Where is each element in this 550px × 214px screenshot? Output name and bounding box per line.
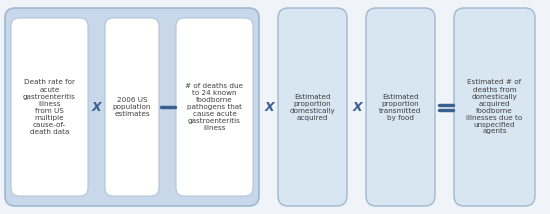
FancyBboxPatch shape [454,8,535,206]
Text: Death rate for
acute
gastroenteritis
illness
from US
multiple
cause-of-
death da: Death rate for acute gastroenteritis ill… [23,79,76,135]
Text: # of deaths due
to 24 known
foodborne
pathogens that
cause acute
gastroenteritis: # of deaths due to 24 known foodborne pa… [185,83,244,131]
Text: X: X [92,101,101,113]
FancyBboxPatch shape [11,18,88,196]
Text: X: X [353,101,362,113]
Text: Estimated # of
deaths from
domestically
acquired
foodborne
illnesses due to
unsp: Estimated # of deaths from domestically … [466,79,522,135]
Text: Estimated
proportion
transmitted
by food: Estimated proportion transmitted by food [379,94,422,120]
FancyBboxPatch shape [105,18,159,196]
FancyBboxPatch shape [278,8,347,206]
FancyBboxPatch shape [366,8,435,206]
FancyBboxPatch shape [176,18,253,196]
Text: X: X [265,101,274,113]
FancyBboxPatch shape [5,8,259,206]
Text: Estimated
proportion
domestically
acquired: Estimated proportion domestically acquir… [290,94,336,120]
Text: 2006 US
population
estimates: 2006 US population estimates [113,97,151,117]
